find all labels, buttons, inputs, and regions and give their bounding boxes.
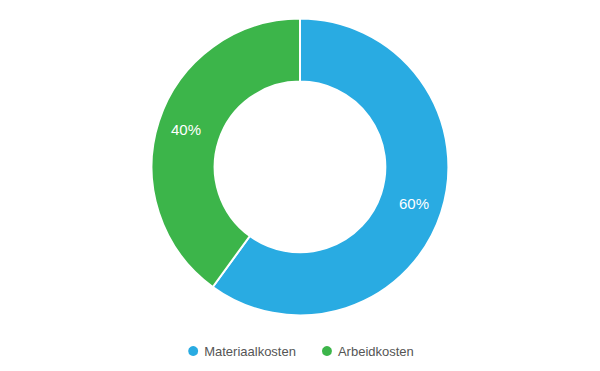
svg-text:Arbeidkosten: Arbeidkosten [338, 344, 414, 359]
svg-text:Materiaalkosten: Materiaalkosten [204, 344, 296, 359]
svg-text:60%: 60% [399, 195, 429, 212]
svg-text:40%: 40% [171, 121, 201, 138]
